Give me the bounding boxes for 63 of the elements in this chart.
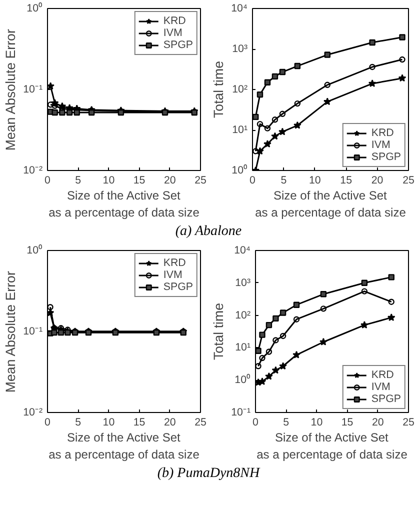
text: (b) PumaDyn8NH bbox=[157, 465, 260, 483]
y-axis-title: Mean Absolute Error bbox=[3, 28, 18, 151]
x-axis-title: Size of the Active Set as a percentage of data size bbox=[48, 430, 200, 462]
y-tick-label: 10⁰ bbox=[234, 373, 251, 386]
legend-label: SPGP bbox=[371, 151, 401, 163]
x-tick-label: 20 bbox=[164, 416, 176, 428]
x-tick-label: 10 bbox=[308, 174, 321, 186]
x-tick-label: 25 bbox=[194, 416, 206, 428]
y-tick-label: 10⁻¹ bbox=[23, 326, 43, 338]
y-tick-label: 10⁴ bbox=[234, 244, 251, 256]
x-tick-label: 5 bbox=[280, 174, 287, 186]
legend-label: KRD bbox=[371, 127, 394, 139]
y-tick-label: 10² bbox=[235, 309, 251, 322]
y-tick-label: 10³ bbox=[235, 276, 251, 289]
legend-label: KRD bbox=[371, 369, 394, 381]
x-tick-label: 0 bbox=[44, 416, 51, 428]
x-tick-label: 10 bbox=[102, 416, 115, 428]
y-tick-label: 10⁰ bbox=[26, 2, 43, 14]
x-tick-label: 15 bbox=[133, 174, 146, 186]
legend-label: IVM bbox=[371, 381, 392, 393]
x-axis-title: Size of the Active Set as a percentage of data size bbox=[48, 188, 200, 220]
y-tick-label: 10⁰ bbox=[26, 244, 43, 256]
text: (a) Abalone bbox=[175, 223, 242, 241]
y-tick-label: 10⁴ bbox=[231, 2, 248, 14]
y-axis-title: Total time bbox=[211, 60, 226, 118]
x-tick-label: 10 bbox=[102, 174, 115, 186]
x-tick-label: 10 bbox=[310, 416, 323, 428]
y-tick-label: 10⁻² bbox=[23, 406, 43, 418]
x-tick-label: 0 bbox=[44, 174, 51, 186]
y-tick-label: 10¹ bbox=[235, 342, 251, 354]
y-tick-label: 10⁻¹ bbox=[23, 84, 43, 96]
x-tick-label: 15 bbox=[340, 174, 352, 186]
x-tick-label: 20 bbox=[164, 174, 176, 186]
x-tick-label: 25 bbox=[402, 416, 414, 428]
y-tick-label: 10⁻¹ bbox=[231, 406, 251, 418]
x-tick-label: 25 bbox=[402, 174, 414, 186]
y-tick-label: 10² bbox=[232, 84, 248, 96]
x-axis-title: Size of the Active Set as a percentage of data size bbox=[256, 430, 408, 462]
legend-label: SPGP bbox=[163, 281, 193, 293]
x-tick-label: 25 bbox=[194, 174, 206, 186]
x-tick-label: 5 bbox=[283, 416, 290, 428]
x-tick-label: 5 bbox=[75, 416, 82, 428]
x-tick-label: 0 bbox=[250, 174, 256, 186]
x-tick-label: 5 bbox=[75, 174, 82, 186]
x-axis-title: Size of the Active Set as a percentage of data size bbox=[255, 188, 406, 220]
y-tick-label: 10⁰ bbox=[232, 164, 248, 176]
legend-label: IVM bbox=[371, 139, 392, 151]
legend-label: SPGP bbox=[163, 39, 193, 51]
x-tick-label: 15 bbox=[341, 416, 354, 428]
y-tick-label: 10⁻² bbox=[23, 164, 43, 176]
y-axis-title: Total time bbox=[211, 302, 226, 360]
y-tick-label: 10¹ bbox=[232, 124, 248, 136]
legend-label: IVM bbox=[163, 269, 184, 281]
y-axis-title: Mean Absolute Error bbox=[3, 270, 18, 393]
x-tick-label: 20 bbox=[371, 174, 384, 186]
legend-label: IVM bbox=[163, 27, 184, 39]
legend-label: SPGP bbox=[371, 393, 401, 405]
legend-label: KRD bbox=[163, 257, 186, 269]
x-tick-label: 0 bbox=[252, 416, 259, 428]
x-tick-label: 20 bbox=[372, 416, 384, 428]
legend-label: KRD bbox=[163, 15, 186, 27]
y-tick-label: 10³ bbox=[232, 43, 248, 55]
x-tick-label: 15 bbox=[133, 416, 146, 428]
